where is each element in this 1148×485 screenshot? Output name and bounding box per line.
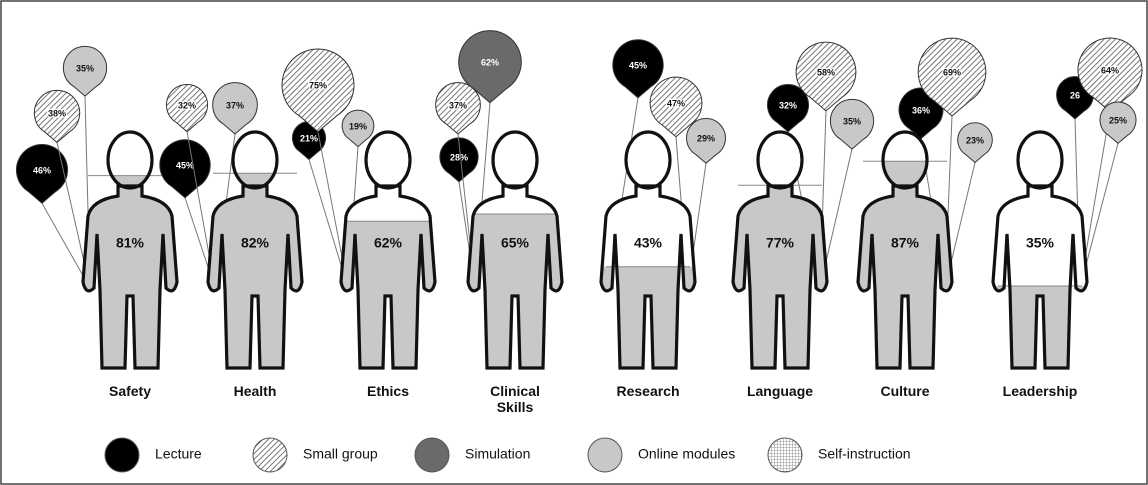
figure: 43%: [601, 132, 695, 368]
figure-value: 82%: [241, 235, 270, 251]
figure: 82%: [208, 132, 302, 368]
category-label: Research: [606, 383, 690, 399]
figure-value: 62%: [374, 235, 403, 251]
: [733, 186, 827, 368]
balloon-label: 21%: [300, 133, 318, 143]
balloon-label: 69%: [943, 67, 961, 77]
balloon-label: 35%: [843, 116, 861, 126]
: [993, 186, 1087, 368]
legend-label: Online modules: [638, 446, 735, 462]
legend-label: Simulation: [465, 446, 530, 462]
balloon-label: 37%: [226, 100, 244, 110]
category-label: Language: [738, 383, 822, 399]
: [858, 186, 952, 368]
balloon-label: 58%: [817, 67, 835, 77]
legend-swatch: [588, 438, 622, 472]
balloon-label: 75%: [309, 80, 327, 90]
category-label: Safety: [88, 383, 172, 399]
category-label: Ethics: [346, 383, 430, 399]
figure: 77%: [733, 132, 827, 368]
figure-value: 81%: [116, 235, 145, 251]
figure: 62%: [341, 132, 435, 368]
balloon-label: 35%: [76, 63, 94, 73]
legend-swatch: [253, 438, 287, 472]
figure-value: 87%: [891, 235, 920, 251]
chart: 46% 38% 35% 81% 45% 32% 37% 82% 21% 75% 19% 62% 28% 3…: [0, 0, 1148, 485]
balloon-label: 26: [1070, 90, 1080, 100]
balloon-label: 36%: [912, 105, 930, 115]
balloon-label: 25%: [1109, 115, 1127, 125]
legend-swatch: [105, 438, 139, 472]
figure-value: 65%: [501, 235, 530, 251]
legend-label: Self-instruction: [818, 446, 911, 462]
legend-swatch: [415, 438, 449, 472]
balloon-label: 47%: [667, 98, 685, 108]
balloon-label: 28%: [450, 152, 468, 162]
balloon-label: 45%: [176, 160, 194, 170]
figure: 35%: [993, 132, 1087, 368]
balloon-label: 45%: [629, 60, 647, 70]
: [208, 186, 302, 368]
: [83, 186, 177, 368]
balloon-label: 62%: [481, 57, 499, 67]
figure: 65%: [468, 132, 562, 368]
figure-value: 43%: [634, 235, 663, 251]
category-label: Clinical Skills: [473, 383, 557, 415]
balloon-label: 19%: [349, 121, 367, 131]
figure: 87%: [858, 132, 952, 368]
balloon-label: 64%: [1101, 65, 1119, 75]
balloon-label: 46%: [33, 165, 51, 175]
balloon-label: 29%: [697, 133, 715, 143]
balloon-label: 37%: [449, 100, 467, 110]
category-label: Culture: [863, 383, 947, 399]
balloon-label: 38%: [48, 108, 66, 118]
category-label: Health: [213, 383, 297, 399]
infographic: 46% 38% 35% 81% 45% 32% 37% 82% 21% 75% 19% 62% 28% 3…: [0, 0, 1148, 485]
figure-value: 35%: [1026, 235, 1055, 251]
balloon-label: 32%: [779, 100, 797, 110]
figure-value: 77%: [766, 235, 795, 251]
legend-label: Lecture: [155, 446, 202, 462]
balloon-label: 23%: [966, 135, 984, 145]
category-label: Leadership: [998, 383, 1082, 399]
legend-swatch: [768, 438, 802, 472]
balloon-label: 32%: [178, 100, 196, 110]
legend-label: Small group: [303, 446, 378, 462]
